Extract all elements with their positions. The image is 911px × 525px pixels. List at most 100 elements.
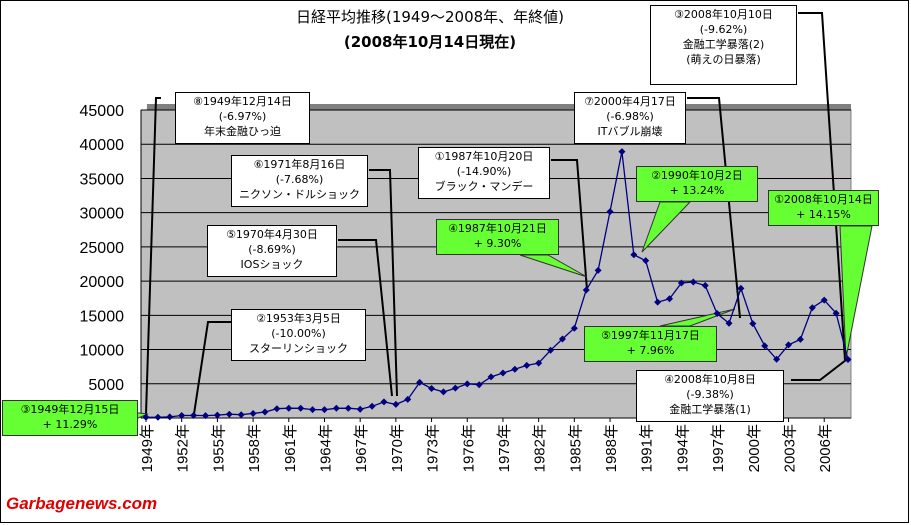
annotation-text: (-9.38%) [686, 388, 734, 401]
data-point [582, 286, 590, 294]
data-point [249, 409, 257, 417]
chart-title: 日経平均推移(1949～2008年、年終値) [295, 8, 565, 26]
data-point [309, 406, 317, 414]
y-tick-label: 10000 [80, 343, 125, 360]
data-point [606, 208, 614, 216]
annotation-text: + 11.29% [42, 418, 98, 431]
annotation-box: ②1990年10月2日 + 13.24% [636, 166, 758, 202]
data-point [261, 408, 269, 416]
annotation-box: ⑦2000年4月17日 (-6.98%) ITバブル崩壊 [574, 92, 686, 144]
annotation-text: ③2008年10月10日 [674, 8, 773, 21]
data-point [725, 319, 733, 327]
x-tick-label: 1994年 [674, 424, 691, 472]
data-point [547, 346, 555, 354]
data-point [356, 405, 364, 413]
data-point [796, 335, 804, 343]
annotation-text: ⑤1970年4月30日 [226, 228, 318, 241]
annotation-text: (-10.00%) [271, 327, 326, 340]
annotation-text: ブラック・マンデー [434, 180, 534, 193]
x-tick-label: 1958年 [246, 424, 263, 472]
annotation-callout-pointer [839, 225, 873, 359]
annotation-text: スターリンショック [249, 342, 348, 355]
data-point [820, 296, 828, 304]
y-tick-label: 20000 [80, 274, 125, 291]
annotation-text: + 13.24% [669, 184, 725, 197]
data-point [808, 304, 816, 312]
annotation-text: ④1987年10月21日 [448, 222, 547, 235]
annotation-callout-pointer [641, 201, 692, 253]
annotation-callout-pointer [519, 254, 588, 278]
annotation-text: ニクソン・ドルショック [239, 188, 360, 201]
x-tick-label: 1976年 [460, 424, 477, 472]
data-point [142, 413, 150, 421]
data-point [832, 309, 840, 317]
annotation-text: ②1953年3月5日 [256, 312, 341, 325]
annotation-text: (-7.68%) [275, 173, 324, 186]
data-point [428, 385, 436, 393]
annotation-box: ④2008年10月8日 (-9.38%) 金融工学暴落(1) [636, 370, 784, 422]
data-point [225, 410, 233, 418]
data-point [535, 359, 543, 367]
annotation-text: ⑤1997年11月17日 [601, 329, 700, 342]
x-tick-label: 1991年 [639, 424, 656, 472]
annotation-text: 金融工学暴落(2) [682, 38, 765, 51]
data-point [761, 342, 769, 350]
annotation-box: ①1987年10月20日 (-14.90%) ブラック・マンデー [418, 147, 550, 199]
annotation-text: (-8.69%) [248, 243, 296, 256]
y-tick-label: 40000 [80, 137, 125, 154]
data-point [178, 412, 186, 420]
site-watermark: Garbagenews.com [6, 494, 158, 513]
data-point [166, 413, 174, 421]
data-point [487, 373, 495, 381]
x-tick-label: 2003年 [782, 424, 799, 472]
data-point [190, 411, 198, 419]
x-tick-label: 1997年 [710, 424, 727, 472]
data-point [785, 341, 793, 349]
annotation-leader [791, 359, 847, 381]
data-point [154, 413, 162, 421]
x-tick-label: 1952年 [175, 424, 192, 472]
y-tick-label: 45000 [80, 103, 125, 120]
annotation-text: (-9.62%) [699, 23, 748, 36]
data-point [368, 402, 376, 410]
data-point [677, 279, 685, 287]
x-tick-label: 1964年 [317, 424, 334, 472]
data-point [844, 355, 852, 363]
data-point [558, 335, 566, 343]
annotation-text: (萌えの日暴落) [686, 53, 761, 66]
annotation-leader [338, 239, 393, 397]
annotation-text: (-6.97%) [218, 110, 267, 123]
annotation-text: ①1987年10月20日 [434, 150, 534, 163]
annotation-leader [145, 97, 161, 415]
x-tick-label: 1955年 [210, 424, 227, 472]
annotation-text: + 9.30% [473, 237, 522, 250]
data-point [642, 257, 650, 265]
data-point [392, 400, 400, 408]
data-point [499, 369, 507, 377]
annotation-leader [551, 159, 588, 291]
annotation-box: ③1949年12月15日 + 11.29% [2, 400, 138, 436]
annotation-box: ②1953年3月5日 (-10.00%) スターリンショック [231, 309, 366, 361]
data-point [523, 361, 531, 369]
chart-subtitle: (2008年10月14日現在) [343, 33, 517, 51]
annotation-box: ⑧1949年12月14日 (-6.97%) 年末金融ひっ迫 [175, 92, 310, 144]
y-tick-label: 5000 [88, 377, 124, 394]
data-point [404, 395, 412, 403]
data-point [689, 278, 697, 286]
data-point [463, 380, 471, 388]
x-tick-label: 2000年 [746, 424, 763, 472]
data-point [439, 388, 447, 396]
data-point [237, 411, 245, 419]
data-point [737, 284, 745, 292]
data-point [285, 404, 293, 412]
x-tick-label: 1985年 [567, 424, 584, 472]
data-point [701, 281, 709, 289]
data-point [213, 411, 221, 419]
y-tick-label: 25000 [80, 240, 125, 257]
y-tick-label: 35000 [80, 171, 125, 188]
annotation-box: ⑤1970年4月30日 (-8.69%) IOSショック [207, 225, 337, 277]
annotation-text: ④2008年10月8日 [664, 373, 756, 386]
annotation-text: + 7.96% [626, 344, 675, 357]
annotation-text: ③1949年12月15日 [20, 403, 120, 416]
annotation-leader [369, 169, 398, 397]
